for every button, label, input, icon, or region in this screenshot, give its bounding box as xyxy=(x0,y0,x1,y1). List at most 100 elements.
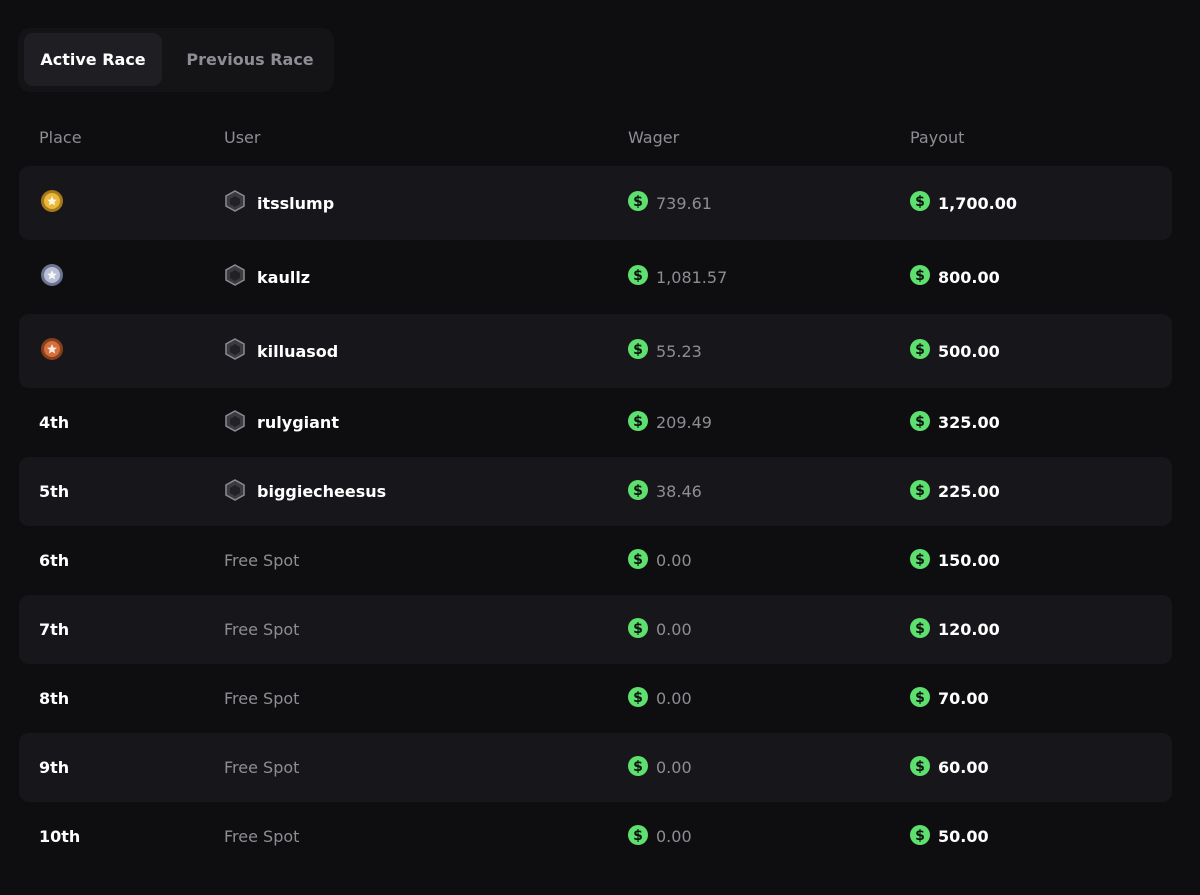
user-name: Free Spot xyxy=(224,551,300,570)
user-avatar xyxy=(224,338,246,364)
payout: 800.00 xyxy=(938,267,1000,287)
table-row: 4th rulygiant $209.49 $325.00 xyxy=(19,388,1172,457)
currency-icon: $ xyxy=(628,824,648,849)
user-cell: Free Spot xyxy=(224,595,299,664)
currency-icon: $ xyxy=(628,479,648,504)
user-cell: Free Spot xyxy=(224,664,299,733)
payout: 1,700.00 xyxy=(938,193,1017,213)
svg-text:$: $ xyxy=(915,759,925,775)
wager-cell: $0.00 xyxy=(628,733,692,802)
place-cell xyxy=(39,240,73,314)
table-row: kaullz $1,081.57 $800.00 xyxy=(19,240,1172,314)
payout-cell: $1,700.00 xyxy=(910,166,1017,240)
svg-text:$: $ xyxy=(915,483,925,499)
svg-text:$: $ xyxy=(633,552,643,568)
payout: 120.00 xyxy=(938,620,1000,639)
user-name: Free Spot xyxy=(224,620,300,639)
user-name: Free Spot xyxy=(224,689,300,708)
wager-cell: $0.00 xyxy=(628,802,692,871)
payout-cell: $500.00 xyxy=(910,314,1000,388)
payout-cell: $800.00 xyxy=(910,240,1000,314)
table-row: 10th Free Spot $0.00 $50.00 xyxy=(19,802,1172,871)
place: 8th xyxy=(39,689,70,708)
wager-cell: $38.46 xyxy=(628,457,702,526)
table-row: 6th Free Spot $0.00 $150.00 xyxy=(19,526,1172,595)
svg-text:$: $ xyxy=(633,621,643,637)
place: 4th xyxy=(39,413,70,432)
svg-text:$: $ xyxy=(915,414,925,430)
wager: 55.23 xyxy=(656,341,702,361)
svg-text:$: $ xyxy=(915,268,925,284)
user-name: killuasod xyxy=(257,341,339,361)
currency-icon: $ xyxy=(628,191,648,215)
svg-text:$: $ xyxy=(915,828,925,844)
column-header: User xyxy=(224,128,261,147)
wager: 0.00 xyxy=(656,689,692,708)
payout: 50.00 xyxy=(938,827,989,846)
svg-text:$: $ xyxy=(915,552,925,568)
user-name: itsslump xyxy=(257,193,335,213)
user-cell: kaullz xyxy=(224,240,310,314)
currency-icon: $ xyxy=(628,339,648,363)
currency-icon: $ xyxy=(910,755,930,780)
user-cell: itsslump xyxy=(224,166,334,240)
payout-cell: $70.00 xyxy=(910,664,989,733)
payout-cell: $50.00 xyxy=(910,802,989,871)
wager: 0.00 xyxy=(656,827,692,846)
currency-icon: $ xyxy=(910,824,930,849)
wager-cell: $55.23 xyxy=(628,314,702,388)
user-avatar xyxy=(224,409,246,436)
svg-text:$: $ xyxy=(633,414,643,430)
wager: 0.00 xyxy=(656,758,692,777)
table-row: 8th Free Spot $0.00 $70.00 xyxy=(19,664,1172,733)
svg-text:$: $ xyxy=(633,268,643,284)
currency-icon: $ xyxy=(910,479,930,504)
place-cell: 4th xyxy=(39,388,69,457)
currency-icon: $ xyxy=(628,755,648,780)
svg-text:$: $ xyxy=(633,759,643,775)
user-name: Free Spot xyxy=(224,827,300,846)
user-name: biggiecheesus xyxy=(257,482,387,501)
payout: 325.00 xyxy=(938,413,1000,432)
currency-icon: $ xyxy=(910,617,930,642)
currency-icon: $ xyxy=(628,265,648,289)
currency-icon: $ xyxy=(910,686,930,711)
payout-cell: $325.00 xyxy=(910,388,1000,457)
place-cell xyxy=(39,166,73,240)
table-row: 5th biggiecheesus $38.46 $225.00 xyxy=(19,457,1172,526)
payout: 70.00 xyxy=(938,689,989,708)
payout-cell: $225.00 xyxy=(910,457,1000,526)
svg-text:$: $ xyxy=(633,194,643,210)
payout: 60.00 xyxy=(938,758,989,777)
wager: 1,081.57 xyxy=(656,267,728,287)
wager: 0.00 xyxy=(656,620,692,639)
currency-icon: $ xyxy=(628,548,648,573)
tab-active-race[interactable]: Active Race xyxy=(24,33,162,86)
place: 10th xyxy=(39,827,81,846)
place: 6th xyxy=(39,551,70,570)
svg-text:$: $ xyxy=(915,621,925,637)
place-cell: 9th xyxy=(39,733,69,802)
column-header: Payout xyxy=(910,128,965,147)
payout-cell: $60.00 xyxy=(910,733,989,802)
place-cell: 7th xyxy=(39,595,69,664)
payout: 225.00 xyxy=(938,482,1000,501)
wager: 209.49 xyxy=(656,413,712,432)
tab-previous-race[interactable]: Previous Race xyxy=(186,50,314,69)
place: 7th xyxy=(39,620,70,639)
user-cell: Free Spot xyxy=(224,526,299,595)
wager-cell: $0.00 xyxy=(628,526,692,595)
user-name: Free Spot xyxy=(224,758,300,777)
payout-cell: $120.00 xyxy=(910,595,1000,664)
place-cell: 10th xyxy=(39,802,80,871)
column-header: Place xyxy=(39,128,82,147)
place-cell: 5th xyxy=(39,457,69,526)
wager-cell: $209.49 xyxy=(628,388,712,457)
wager-cell: $739.61 xyxy=(628,166,712,240)
table-row: 7th Free Spot $0.00 $120.00 xyxy=(19,595,1172,664)
payout: 150.00 xyxy=(938,551,1000,570)
currency-icon: $ xyxy=(910,191,930,215)
currency-icon: $ xyxy=(910,265,930,289)
svg-text:$: $ xyxy=(915,342,925,358)
